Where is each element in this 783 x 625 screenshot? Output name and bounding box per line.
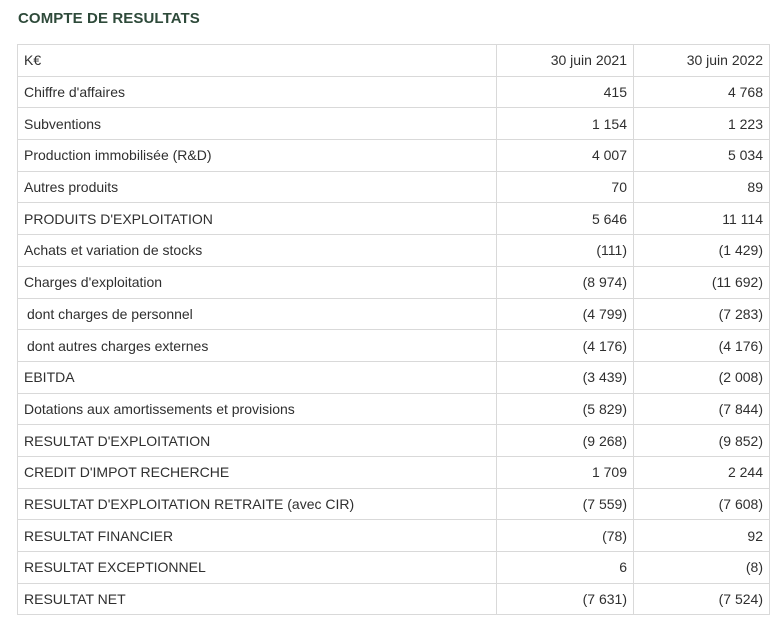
table-row: RESULTAT D'EXPLOITATION (9 268) (9 852) [17, 424, 770, 457]
value-2022: 1 223 [633, 107, 770, 141]
table-row: Chiffre d'affaires 415 4 768 [17, 75, 770, 109]
value-2021: (4 799) [496, 297, 634, 331]
table-row: dont autres charges externes (4 176) (4 … [17, 329, 770, 362]
row-label: RESULTAT NET [17, 582, 497, 616]
value-2021: (111) [496, 234, 634, 267]
row-label: CREDIT D'IMPOT RECHERCHE [17, 455, 497, 489]
table-header-row: K€ 30 juin 2021 30 juin 2022 [17, 44, 770, 77]
table-row: EBITDA (3 439) (2 008) [17, 360, 770, 394]
value-2021: (8 974) [496, 265, 634, 299]
value-2022: 4 768 [633, 75, 770, 109]
table-row: Subventions 1 154 1 223 [17, 107, 770, 141]
value-2022: 89 [633, 170, 770, 204]
value-2022: (1 429) [633, 234, 770, 267]
row-label: dont charges de personnel [27, 305, 193, 322]
value-2022: (9 852) [633, 424, 770, 457]
row-label: RESULTAT D'EXPLOITATION [17, 424, 497, 457]
value-2022: 2 244 [633, 455, 770, 489]
value-2022: (7 608) [633, 487, 770, 521]
header-label-cell: K€ [17, 44, 497, 77]
value-2022: (4 176) [633, 329, 770, 362]
row-label: dont autres charges externes [27, 337, 209, 354]
value-2021: 1 154 [496, 107, 634, 141]
income-statement-table: K€ 30 juin 2021 30 juin 2022 Chiffre d'a… [17, 44, 770, 616]
table-row: PRODUITS D'EXPLOITATION 5 646 11 114 [17, 202, 770, 236]
table-row: RESULTAT NET (7 631) (7 524) [17, 582, 770, 616]
value-2021: (7 631) [496, 582, 634, 616]
value-2021: 415 [496, 75, 634, 109]
row-label: Subventions [17, 107, 497, 141]
table-row: Production immobilisée (R&D) 4 007 5 034 [17, 139, 770, 172]
table-row: Achats et variation de stocks (111) (1 4… [17, 234, 770, 267]
value-2022: 5 034 [633, 139, 770, 172]
value-2021: (78) [496, 519, 634, 552]
row-label: RESULTAT EXCEPTIONNEL [17, 551, 497, 584]
table-row: Autres produits 70 89 [17, 170, 770, 204]
row-label: Achats et variation de stocks [17, 234, 497, 267]
table-row: dont charges de personnel (4 799) (7 283… [17, 297, 770, 331]
row-label: Production immobilisée (R&D) [17, 139, 497, 172]
value-2021: 5 646 [496, 202, 634, 236]
table-row: Charges d'exploitation (8 974) (11 692) [17, 265, 770, 299]
table-row: RESULTAT EXCEPTIONNEL 6 (8) [17, 551, 770, 584]
row-label: Chiffre d'affaires [17, 75, 497, 109]
header-2022-cell: 30 juin 2022 [633, 44, 770, 77]
value-2021: (9 268) [496, 424, 634, 457]
header-2021-cell: 30 juin 2021 [496, 44, 634, 77]
value-2021: 6 [496, 551, 634, 584]
value-2021: 4 007 [496, 139, 634, 172]
value-2022: (2 008) [633, 360, 770, 394]
page-title: COMPTE DE RESULTATS [18, 10, 200, 27]
row-label: Charges d'exploitation [17, 265, 497, 299]
value-2022: (7 283) [633, 297, 770, 331]
value-2021: (4 176) [496, 329, 634, 362]
value-2022: (8) [633, 551, 770, 584]
row-label: PRODUITS D'EXPLOITATION [17, 202, 497, 236]
table-row: RESULTAT FINANCIER (78) 92 [17, 519, 770, 552]
row-label: RESULTAT FINANCIER [17, 519, 497, 552]
table-row: CREDIT D'IMPOT RECHERCHE 1 709 2 244 [17, 455, 770, 489]
row-label: Autres produits [17, 170, 497, 204]
table-row: RESULTAT D'EXPLOITATION RETRAITE (avec C… [17, 487, 770, 521]
value-2021: 70 [496, 170, 634, 204]
value-2022: (7 844) [633, 392, 770, 426]
value-2022: (7 524) [633, 582, 770, 616]
table-row: Dotations aux amortissements et provisio… [17, 392, 770, 426]
value-2022: 92 [633, 519, 770, 552]
row-label: EBITDA [17, 360, 497, 394]
value-2021: (7 559) [496, 487, 634, 521]
row-label: Dotations aux amortissements et provisio… [17, 392, 497, 426]
value-2022: 11 114 [633, 202, 770, 236]
value-2022: (11 692) [633, 265, 770, 299]
row-label: RESULTAT D'EXPLOITATION RETRAITE (avec C… [17, 487, 497, 521]
value-2021: (3 439) [496, 360, 634, 394]
value-2021: (5 829) [496, 392, 634, 426]
value-2021: 1 709 [496, 455, 634, 489]
